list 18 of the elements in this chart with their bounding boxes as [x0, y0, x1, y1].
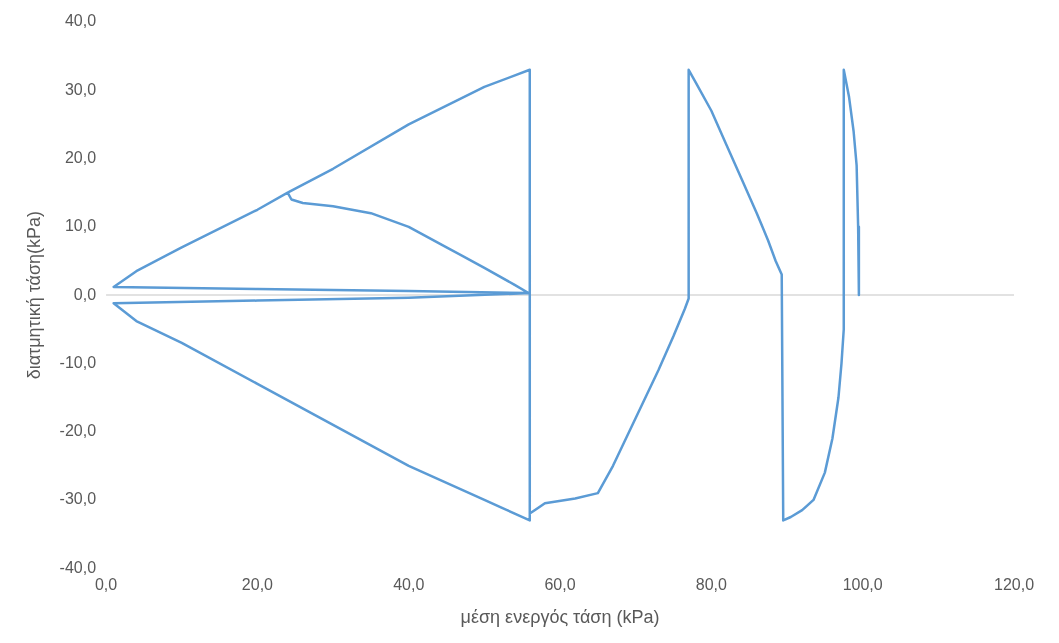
x-tick-label: 120,0	[993, 576, 1035, 594]
x-tick-label: 0,0	[94, 576, 118, 594]
x-tick-label: 80,0	[695, 576, 728, 594]
x-axis-title: μέση ενεργός τάση (kPa)	[460, 607, 660, 628]
y-tick-label: 40,0	[64, 12, 97, 30]
y-tick-label: -40,0	[59, 558, 97, 576]
x-tick-label: 60,0	[544, 576, 576, 594]
y-tick-label: 20,0	[64, 148, 97, 166]
y-tick-label: 30,0	[64, 80, 97, 98]
y-tick-label: -30,0	[59, 490, 97, 508]
x-tick-label: 20,0	[241, 576, 274, 594]
y-axis-title: διατμητική τάση(kPa)	[23, 210, 44, 380]
y-tick-label: 0,0	[73, 285, 97, 303]
x-tick-label: 100,0	[842, 576, 883, 594]
y-tick-label: -10,0	[59, 353, 97, 371]
y-tick-label: -20,0	[59, 422, 97, 440]
y-tick-label: 10,0	[64, 217, 97, 235]
x-tick-label: 40,0	[393, 576, 425, 594]
